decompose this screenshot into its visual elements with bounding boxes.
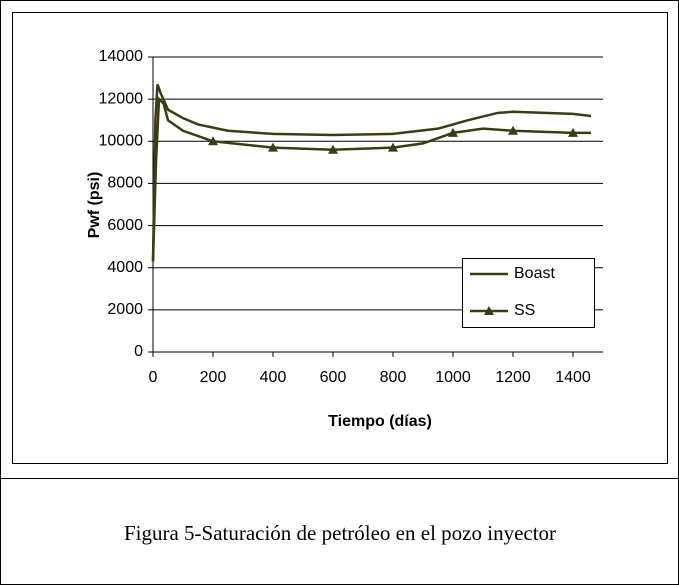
legend-label: Boast xyxy=(514,265,555,282)
series-marker xyxy=(568,127,578,137)
y-tick-label: 14000 xyxy=(99,48,144,65)
x-tick-label: 1000 xyxy=(435,369,471,386)
x-tick-label: 0 xyxy=(149,369,158,386)
y-axis-title: Pwf (psi) xyxy=(86,172,103,239)
legend-marker xyxy=(484,306,494,315)
y-tick-label: 4000 xyxy=(107,259,143,276)
x-axis-title: Tiempo (días) xyxy=(328,413,432,430)
series-marker xyxy=(268,142,278,152)
y-tick-label: 8000 xyxy=(107,175,143,192)
series-line xyxy=(151,96,591,262)
caption: Figura 5-Saturación de petróleo en el po… xyxy=(124,521,556,545)
chart-frame xyxy=(12,12,668,464)
y-tick-label: 10000 xyxy=(99,133,144,150)
x-tick-label: 800 xyxy=(380,369,407,386)
series-marker xyxy=(388,142,398,152)
y-tick-label: 2000 xyxy=(107,301,143,318)
series-marker xyxy=(508,125,518,135)
x-tick-label: 1400 xyxy=(555,369,591,386)
legend-box xyxy=(462,258,595,328)
y-tick-label: 0 xyxy=(134,343,143,360)
y-tick-label: 12000 xyxy=(99,90,144,107)
series-marker xyxy=(328,144,338,154)
legend-label: SS xyxy=(514,302,535,319)
y-tick-label: 6000 xyxy=(107,217,143,234)
x-tick-label: 600 xyxy=(320,369,347,386)
series-marker xyxy=(208,136,218,146)
series-line xyxy=(151,83,592,262)
x-tick-label: 1200 xyxy=(495,369,531,386)
series-marker xyxy=(448,127,458,137)
x-tick-label: 400 xyxy=(260,369,287,386)
x-tick-label: 200 xyxy=(200,369,227,386)
